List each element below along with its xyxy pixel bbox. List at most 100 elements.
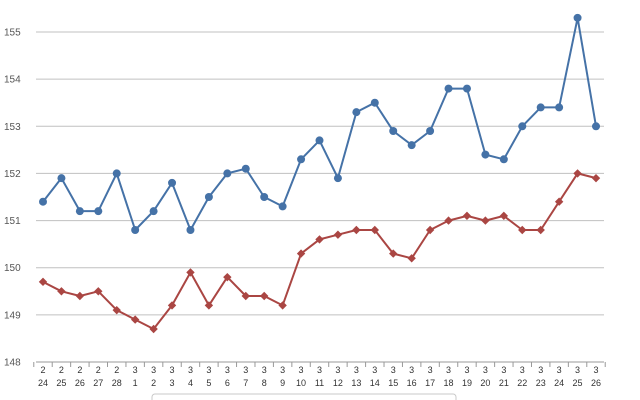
data-point-diamond [554, 197, 564, 206]
data-point-circle [75, 207, 84, 216]
data-point-diamond [204, 301, 214, 310]
x-tick-label-month: 3 [243, 365, 248, 375]
y-tick-label: 149 [4, 310, 21, 321]
data-point-circle [518, 122, 527, 131]
x-tick-label-month: 3 [206, 365, 211, 375]
x-tick-label-day: 20 [480, 378, 490, 388]
x-tick-label-month: 3 [575, 365, 580, 375]
x-tick-label-month: 3 [151, 365, 156, 375]
data-point-circle [592, 122, 600, 131]
x-tick-label-day: 26 [75, 378, 85, 388]
x-tick-label-month: 3 [538, 365, 543, 375]
x-tick-label-day: 8 [262, 378, 267, 388]
data-point-circle [315, 136, 324, 145]
x-tick-label-month: 3 [593, 365, 598, 375]
y-tick-label: 155 [4, 28, 21, 39]
y-axis: 148 149 150 151 152 153 154 155 [4, 28, 21, 369]
y-tick-label: 152 [4, 169, 21, 180]
data-point-circle [481, 150, 490, 159]
x-tick-label-month: 3 [391, 365, 396, 375]
data-point-diamond [260, 291, 269, 301]
x-tick-label-day: 19 [462, 378, 472, 388]
data-point-diamond [75, 291, 85, 301]
x-tick-label-month: 3 [483, 365, 488, 375]
data-point-circle [536, 103, 545, 112]
data-point-diamond [462, 211, 472, 221]
x-tick-label-month: 3 [262, 365, 267, 375]
x-tick-label-day: 27 [93, 378, 103, 388]
x-tick-label-month: 2 [77, 365, 82, 375]
x-tick-label-day: 24 [554, 378, 564, 388]
data-point-circle [204, 193, 213, 201]
data-point-circle [499, 155, 508, 164]
x-tick-label-day: 4 [188, 378, 193, 388]
data-point-circle [462, 84, 471, 93]
x-tick-label-month: 3 [170, 365, 175, 375]
x-tick-label-day: 1 [133, 378, 138, 388]
series-line-1 [42, 16, 597, 231]
y-tick-label: 154 [4, 75, 21, 86]
x-tick-label-day: 25 [56, 378, 66, 388]
x-tick-label-month: 3 [520, 365, 525, 375]
x-tick-label-day: 15 [388, 378, 398, 388]
data-point-diamond [499, 211, 509, 221]
x-tick-label-day: 26 [591, 378, 601, 388]
data-point-diamond [38, 277, 48, 287]
legend-box [151, 393, 457, 400]
x-tick-label-day: 7 [243, 378, 248, 388]
data-point-diamond [130, 315, 140, 324]
data-point-diamond [481, 216, 490, 225]
data-point-diamond [389, 249, 398, 258]
data-point-circle [168, 178, 177, 187]
x-tick-label-month: 3 [188, 365, 193, 375]
data-point-circle [223, 169, 232, 178]
data-point-diamond [407, 254, 416, 263]
data-point-diamond [370, 225, 379, 235]
data-point-diamond [112, 305, 121, 315]
data-point-circle [149, 207, 158, 216]
data-point-diamond [241, 291, 250, 301]
data-point-circle [389, 127, 398, 135]
series-group [38, 13, 601, 334]
x-tick-label-day: 11 [315, 378, 324, 388]
data-point-circle [241, 164, 250, 173]
x-tick-label-day: 14 [370, 378, 380, 388]
data-point-circle [352, 108, 361, 117]
x-tick-label-day: 6 [225, 378, 230, 388]
x-tick-label-day: 21 [499, 378, 509, 388]
x-tick-label-day: 18 [444, 378, 454, 388]
data-point-circle [112, 169, 121, 178]
data-point-diamond [536, 225, 545, 235]
x-tick-label-day: 17 [425, 378, 435, 388]
data-point-circle [186, 226, 195, 234]
data-point-diamond [167, 301, 177, 310]
data-point-circle [426, 127, 435, 135]
x-tick-label-month: 3 [501, 365, 506, 375]
data-point-diamond [223, 272, 232, 282]
x-tick-label-month: 3 [335, 365, 340, 375]
x-tick-label-day: 5 [206, 378, 211, 388]
x-tick-label-month: 2 [96, 365, 101, 375]
data-point-circle [94, 207, 103, 216]
x-tick-label-day: 24 [38, 378, 48, 388]
x-tick-label-day: 22 [517, 378, 527, 388]
x-tick-label-month: 3 [428, 365, 433, 375]
x-tick-label-month: 3 [299, 365, 304, 375]
data-point-diamond [573, 169, 582, 178]
data-point-diamond [94, 287, 103, 296]
x-tick-label-month: 3 [225, 365, 230, 375]
x-tick-label-day: 25 [573, 378, 583, 388]
data-point-diamond [591, 173, 601, 183]
data-point-circle [555, 103, 564, 112]
y-tick-label: 151 [4, 216, 21, 227]
data-point-diamond [186, 268, 195, 277]
x-tick-label-month: 3 [372, 365, 377, 375]
x-tick-label-month: 3 [354, 365, 359, 375]
x-tick-label-day: 12 [333, 378, 343, 388]
y-tick-label: 148 [4, 358, 21, 369]
x-tick-label-month: 3 [464, 365, 469, 375]
data-point-diamond [352, 225, 361, 235]
data-point-circle [131, 226, 140, 234]
x-tick-label-month: 3 [446, 365, 451, 375]
